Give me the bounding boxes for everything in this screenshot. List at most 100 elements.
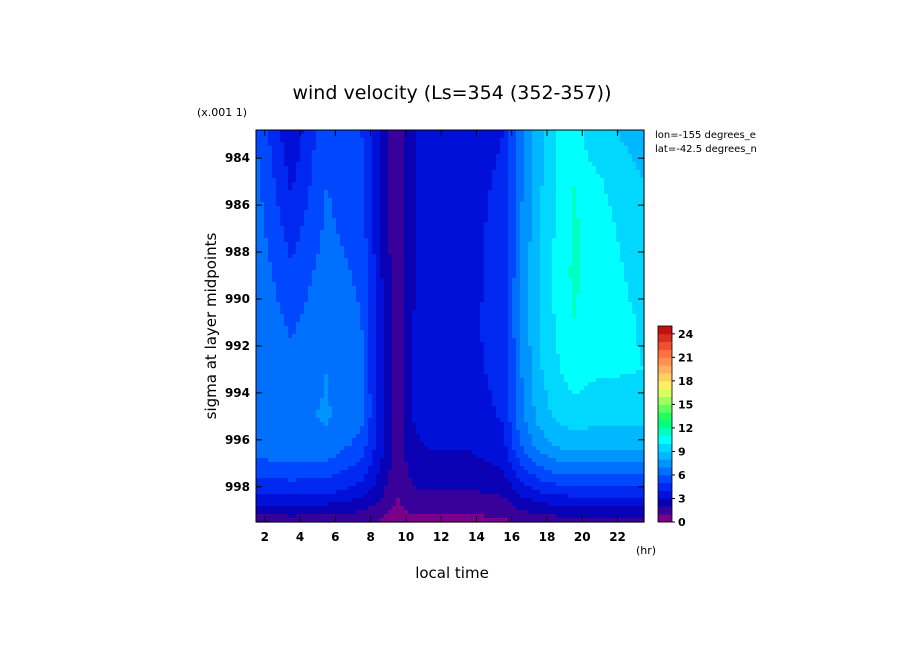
heatmap-cell [472,314,477,319]
heatmap-cell [384,218,389,223]
heatmap-cell [492,194,497,199]
heatmap-cell [568,214,573,219]
heatmap-cell [500,142,505,147]
heatmap-cell [504,218,509,223]
heatmap-cell [584,186,589,191]
heatmap-cell [564,206,569,211]
heatmap-cell [628,282,633,287]
heatmap-cell [352,154,357,159]
heatmap-cell [560,194,565,199]
heatmap-cell [600,250,605,255]
heatmap-cell [600,322,605,327]
heatmap-cell [580,146,585,151]
heatmap-cell [628,214,633,219]
heatmap-cell [264,294,269,299]
heatmap-cell [548,314,553,319]
heatmap-cell [344,178,349,183]
heatmap-cell [288,150,293,155]
heatmap-cell [568,178,573,183]
heatmap-cell [440,234,445,239]
heatmap-cell [448,134,453,139]
heatmap-cell [436,290,441,295]
heatmap-cell [456,262,461,267]
heatmap-cell [616,174,621,179]
heatmap-cell [628,206,633,211]
heatmap-cell [452,198,457,203]
heatmap-cell [536,150,541,155]
heatmap-cell [632,290,637,295]
heatmap-cell [268,286,273,291]
heatmap-cell [392,266,397,271]
heatmap-cell [508,258,513,263]
heatmap-cell [464,162,469,167]
heatmap-cell [364,326,369,331]
heatmap-cell [260,146,265,151]
heatmap-cell [388,258,393,263]
heatmap-cell [628,330,633,335]
heatmap-cell [476,270,481,275]
heatmap-cell [528,330,533,335]
heatmap-cell [576,178,581,183]
heatmap-cell [424,194,429,199]
heatmap-cell [604,214,609,219]
heatmap-cell [472,166,477,171]
heatmap-cell [348,158,353,163]
heatmap-cell [436,158,441,163]
heatmap-cell [316,306,321,311]
heatmap-cell [312,218,317,223]
heatmap-cell [332,290,337,295]
heatmap-cell [504,206,509,211]
heatmap-cell [540,178,545,183]
heatmap-cell [348,318,353,323]
heatmap-cell [408,294,413,299]
heatmap-cell [316,214,321,219]
heatmap-cell [368,150,373,155]
heatmap-cell [368,294,373,299]
heatmap-cell [284,230,289,235]
heatmap-cell [320,242,325,247]
heatmap-cell [436,266,441,271]
heatmap-cell [484,318,489,323]
heatmap-cell [376,186,381,191]
heatmap-cell [436,298,441,303]
heatmap-cell [284,310,289,315]
heatmap-cell [268,186,273,191]
heatmap-cell [424,182,429,187]
heatmap-cell [604,194,609,199]
heatmap-cell [548,266,553,271]
heatmap-cell [284,282,289,287]
heatmap-cell [368,302,373,307]
heatmap-cell [580,234,585,239]
heatmap-cell [612,322,617,327]
heatmap-cell [584,290,589,295]
heatmap-cell [432,262,437,267]
heatmap-cell [552,158,557,163]
heatmap-cell [548,154,553,159]
heatmap-cell [348,246,353,251]
heatmap-cell [620,154,625,159]
heatmap-cell [608,258,613,263]
heatmap-cell [352,130,357,135]
heatmap-cell [596,262,601,267]
heatmap-cell [596,146,601,151]
heatmap-cell [428,306,433,311]
heatmap-cell [400,222,405,227]
heatmap-cell [344,146,349,151]
heatmap-cell [372,134,377,139]
heatmap-cell [276,314,281,319]
heatmap-cell [528,134,533,139]
heatmap-cell [592,302,597,307]
heatmap-cell [412,170,417,175]
heatmap-cell [448,302,453,307]
heatmap-cell [564,330,569,335]
heatmap-cell [456,234,461,239]
heatmap-cell [408,238,413,243]
heatmap-cell [524,142,529,147]
heatmap-cell [544,194,549,199]
heatmap-cell [428,302,433,307]
heatmap-cell [572,230,577,235]
heatmap-cell [460,246,465,251]
heatmap-cell [300,322,305,327]
heatmap-cell [416,194,421,199]
heatmap-cell [336,214,341,219]
